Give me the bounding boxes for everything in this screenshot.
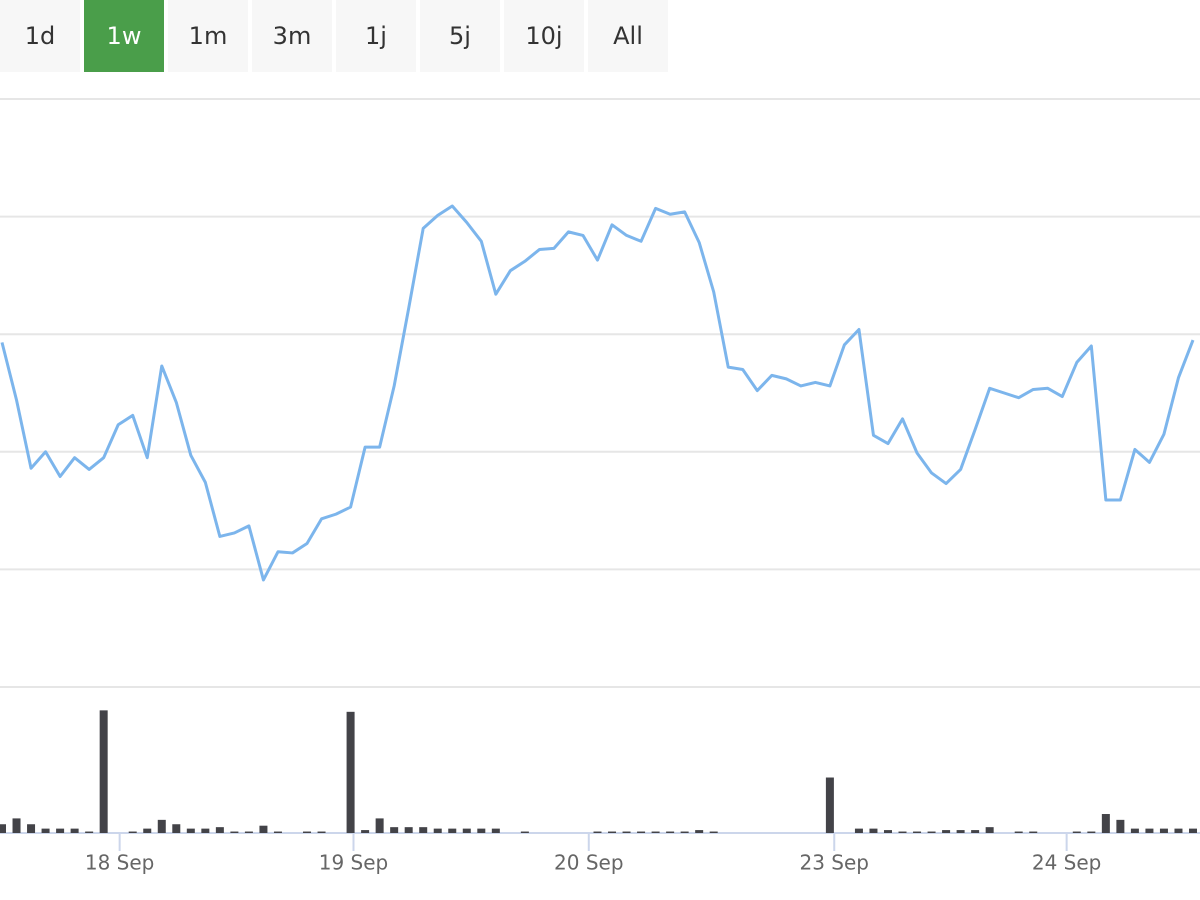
volume-bar	[593, 831, 602, 833]
volume-bar	[854, 828, 863, 833]
x-tick-label: 20 Sep	[554, 851, 624, 875]
volume-bar	[27, 824, 36, 833]
volume-bar	[1116, 819, 1125, 833]
volume-bar	[70, 828, 79, 833]
volume-bar	[1087, 831, 1096, 833]
range-button[interactable]: 1d	[0, 0, 80, 72]
volume-bar	[128, 831, 137, 833]
price-line	[0, 204, 1195, 582]
volume-bar	[651, 831, 660, 833]
volume-bar	[898, 831, 907, 833]
volume-bar	[375, 818, 384, 833]
volume-bar	[622, 831, 631, 833]
volume-bar	[985, 827, 994, 833]
volume-bar	[99, 710, 108, 833]
volume-bar	[942, 830, 951, 833]
x-tick-label: 24 Sep	[1032, 851, 1102, 875]
volume-bar	[215, 827, 224, 833]
volume-bar	[1174, 828, 1183, 833]
volume-bar	[869, 828, 878, 833]
volume-bar	[448, 828, 457, 833]
range-button[interactable]: 10j	[504, 0, 584, 72]
x-tick-label: 18 Sep	[85, 851, 155, 875]
volume-bar	[390, 827, 399, 833]
volume-bar	[172, 824, 181, 833]
volume-bar	[361, 830, 370, 833]
volume-bar	[346, 711, 355, 833]
volume-bar	[259, 825, 268, 833]
volume-bar	[404, 827, 413, 833]
volume-bar	[956, 830, 965, 833]
volume-bar	[666, 831, 675, 833]
volume-bar	[85, 831, 94, 833]
volume-bar	[1145, 828, 1154, 833]
volume-bar	[230, 831, 239, 833]
volume-bar	[157, 819, 166, 833]
volume-bar	[520, 831, 529, 833]
volume-bar	[462, 828, 471, 833]
volume-bar	[927, 831, 936, 833]
volume-bar	[1101, 814, 1110, 833]
range-button[interactable]: 1j	[336, 0, 416, 72]
volume-bar	[1130, 828, 1139, 833]
volume-bar	[317, 831, 326, 833]
volume-bar	[186, 828, 195, 833]
volume-bar	[709, 831, 718, 833]
volume-bar	[883, 830, 892, 833]
volume-bar	[56, 828, 65, 833]
volume-bar	[680, 831, 689, 833]
volume-bar	[825, 777, 834, 833]
volume-bar	[433, 828, 442, 833]
volume-bar	[637, 831, 646, 833]
volume-bar	[143, 828, 152, 833]
volume-bar	[1029, 831, 1038, 833]
volume-bar	[491, 828, 500, 833]
volume-bar	[244, 831, 253, 833]
x-tick-label: 19 Sep	[319, 851, 389, 875]
volume-bar	[971, 830, 980, 833]
volume-bar	[1072, 831, 1081, 833]
volume-bar	[41, 828, 50, 833]
volume-bar	[419, 827, 428, 833]
range-button[interactable]: All	[588, 0, 668, 72]
x-tick-label: 23 Sep	[799, 851, 869, 875]
volume-bar	[0, 824, 6, 833]
range-button[interactable]: 3m	[252, 0, 332, 72]
volume-bar	[1189, 828, 1197, 833]
volume-bar	[1014, 831, 1023, 833]
volume-bar	[201, 828, 210, 833]
range-button[interactable]: 5j	[420, 0, 500, 72]
range-button[interactable]: 1w	[84, 0, 164, 72]
volume-bar	[695, 830, 704, 833]
volume-bar	[477, 828, 486, 833]
volume-bar	[913, 831, 922, 833]
range-button[interactable]: 1m	[168, 0, 248, 72]
range-selector: 1d 1w 1m 3m 1j 5j 10j All	[0, 0, 668, 72]
volume-bar	[303, 831, 312, 833]
volume-bar	[608, 831, 617, 833]
volume-bar	[12, 818, 21, 833]
volume-bar	[273, 831, 282, 833]
volume-bar	[1159, 828, 1168, 833]
